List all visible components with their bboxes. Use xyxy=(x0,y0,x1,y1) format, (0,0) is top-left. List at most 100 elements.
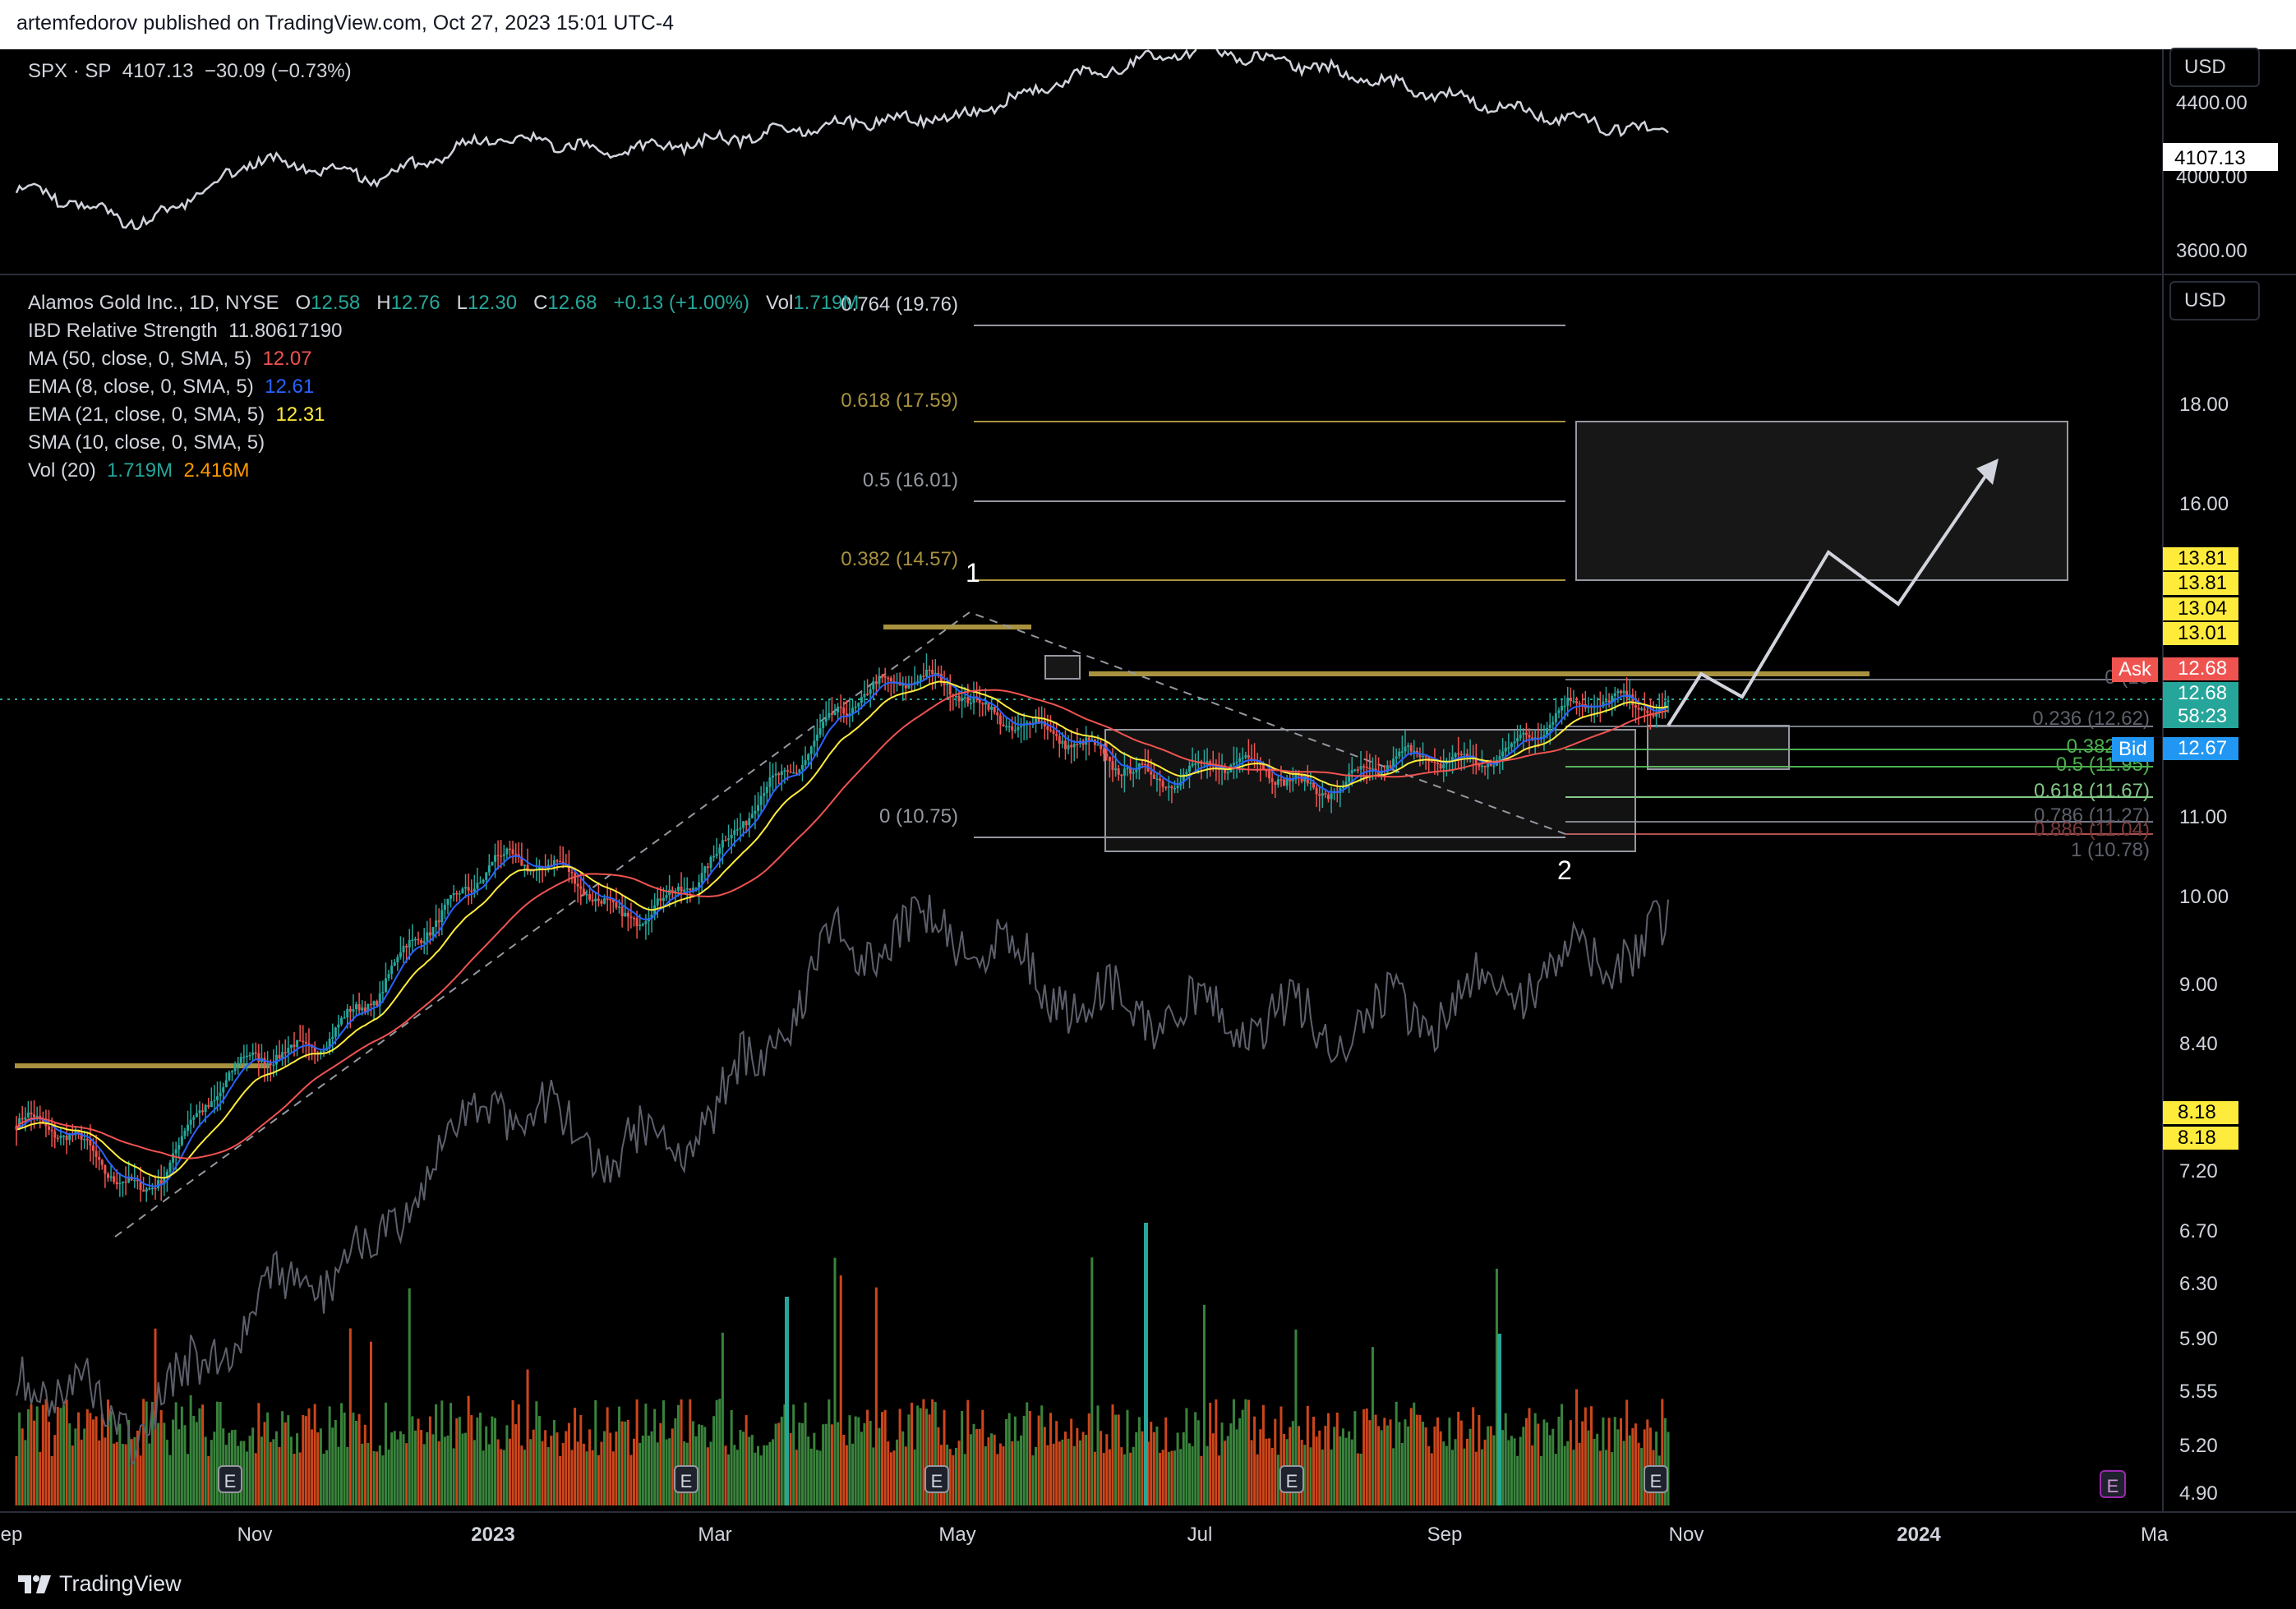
indicator-rs[interactable]: IBD Relative Strength 11.80617190 xyxy=(28,320,343,342)
volume-bar xyxy=(765,1445,768,1505)
volume-bar xyxy=(334,1419,337,1505)
volume-bar xyxy=(402,1434,405,1505)
candle xyxy=(1058,730,1061,758)
ema21-line xyxy=(16,680,1669,1179)
spx-line xyxy=(15,39,1669,231)
volume-bar xyxy=(576,1441,579,1505)
candle xyxy=(550,854,553,867)
candle xyxy=(532,869,535,878)
volume-bar xyxy=(1141,1431,1144,1505)
candle xyxy=(629,902,633,929)
volume-bar xyxy=(337,1446,340,1505)
volume-bar xyxy=(369,1341,372,1505)
candle xyxy=(1646,707,1649,730)
volume-bar xyxy=(1117,1414,1120,1505)
price-axis-label: 6.30 xyxy=(2179,1273,2218,1295)
volume-bar xyxy=(1554,1454,1557,1505)
candle xyxy=(402,937,405,963)
volume-bar xyxy=(1238,1418,1242,1505)
candle xyxy=(1522,728,1525,749)
volume-bar xyxy=(59,1408,62,1505)
volume-bar xyxy=(774,1423,777,1505)
volume-bar xyxy=(458,1417,461,1505)
price-tag: 12.68 xyxy=(2163,682,2238,705)
volume-bar xyxy=(624,1421,627,1505)
tradingview-logo[interactable]: TradingView xyxy=(18,1571,182,1597)
volume-bar xyxy=(1524,1418,1528,1505)
volume-bar xyxy=(104,1437,107,1505)
volume-bar xyxy=(1663,1418,1667,1505)
candle xyxy=(789,763,792,773)
spx-currency-selector[interactable]: USD xyxy=(2169,48,2260,87)
candle xyxy=(1465,749,1468,763)
indicator-ema8[interactable]: EMA (8, close, 0, SMA, 5) 12.61 xyxy=(28,376,315,398)
volume-bar xyxy=(698,1424,701,1505)
volume-bar xyxy=(1362,1408,1366,1505)
volume-bar xyxy=(1173,1450,1177,1505)
candle xyxy=(1072,740,1076,762)
volume-bar xyxy=(990,1433,994,1505)
candle xyxy=(1554,698,1557,736)
volume-bar xyxy=(1581,1421,1584,1505)
volume-bar xyxy=(1495,1268,1498,1505)
candle xyxy=(1176,777,1179,794)
volume-bar xyxy=(461,1433,464,1505)
chart-canvas[interactable]: 4400.00 4000.00 3600.00 4107.13 18.00 16… xyxy=(0,39,2296,1560)
candle xyxy=(1524,722,1528,743)
volume-bar xyxy=(671,1428,674,1505)
volume-bar xyxy=(426,1432,429,1505)
volume-bar xyxy=(772,1439,775,1505)
candle xyxy=(656,887,659,919)
volume-bar xyxy=(1587,1430,1590,1505)
volume-bar xyxy=(387,1450,390,1505)
indicator-ema21[interactable]: EMA (21, close, 0, SMA, 5) 12.31 xyxy=(28,403,325,426)
candle xyxy=(195,1104,198,1118)
volume-bar xyxy=(1422,1422,1425,1505)
candle xyxy=(1105,741,1109,761)
candle xyxy=(1026,720,1029,740)
indicator-ma50[interactable]: MA (50, close, 0, SMA, 5) 12.07 xyxy=(28,348,312,370)
spx-series xyxy=(15,39,1669,231)
candle xyxy=(1144,749,1147,775)
candle xyxy=(541,865,544,883)
volume-bar xyxy=(304,1416,307,1505)
candle xyxy=(1285,775,1289,791)
time-axis[interactable]: ep Nov 2023 Mar May Jul Sep Nov 2024 Ma xyxy=(0,1512,2169,1560)
rs-line xyxy=(16,894,1669,1467)
volume-bar xyxy=(541,1441,544,1505)
candle xyxy=(1067,735,1070,754)
candle xyxy=(1135,756,1138,780)
candle xyxy=(644,914,648,940)
candle xyxy=(210,1087,213,1108)
volume-bar xyxy=(1374,1414,1377,1505)
volume-bar xyxy=(650,1431,653,1505)
chart-area[interactable]: 4400.00 4000.00 3600.00 4107.13 18.00 16… xyxy=(0,39,2296,1560)
volume-bar xyxy=(1013,1416,1017,1505)
volume-bar xyxy=(1102,1453,1105,1505)
candle xyxy=(1663,689,1667,719)
candle xyxy=(1356,766,1359,774)
candle xyxy=(298,1025,302,1042)
volume-bar xyxy=(1085,1435,1088,1505)
candle xyxy=(763,781,766,810)
volume-bar xyxy=(904,1446,907,1505)
wave-label: 1 xyxy=(966,558,980,588)
time-axis-label: 2023 xyxy=(471,1524,515,1546)
indicator-sma10[interactable]: SMA (10, close, 0, SMA, 5) xyxy=(28,431,265,454)
volume-bar xyxy=(1211,1433,1215,1505)
volume-bar xyxy=(824,1423,828,1505)
symbol-title[interactable]: Alamos Gold Inc., 1D, NYSE xyxy=(28,292,279,314)
candle xyxy=(665,885,668,901)
indicator-volume[interactable]: Vol (20) 1.719M 2.416M xyxy=(28,459,250,482)
candle xyxy=(1324,790,1327,799)
candle xyxy=(993,706,996,715)
volume-spike xyxy=(785,1297,789,1505)
volume-bar xyxy=(792,1404,795,1505)
fib-retr-label: 0.618 (11.67) xyxy=(2034,780,2150,802)
main-currency-selector[interactable]: USD xyxy=(2169,281,2260,320)
volume-bar xyxy=(1055,1421,1058,1505)
candle xyxy=(990,697,994,720)
candle xyxy=(759,786,763,814)
volume-bar xyxy=(1120,1447,1123,1505)
volume-bar xyxy=(1646,1419,1649,1505)
